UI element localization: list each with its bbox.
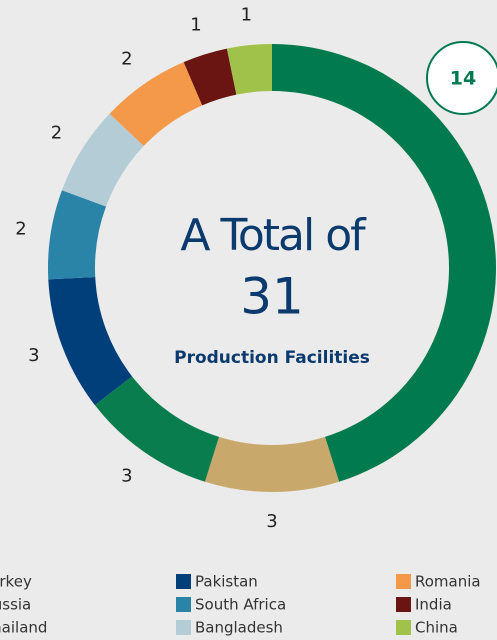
donut-segment bbox=[226, 44, 272, 95]
legend-label: India bbox=[415, 596, 452, 614]
value-label: 14 bbox=[450, 68, 476, 90]
value-label: 1 bbox=[190, 15, 201, 36]
donut-segment bbox=[94, 376, 220, 482]
center-heading: A Total of bbox=[180, 210, 367, 261]
value-label: 3 bbox=[28, 345, 39, 366]
donut-segment bbox=[204, 436, 340, 492]
center-caption: Production Facilities bbox=[174, 348, 370, 368]
legend-label: Pakistan bbox=[195, 573, 258, 591]
value-badge bbox=[426, 41, 497, 115]
value-label: 2 bbox=[51, 123, 62, 144]
value-label: 3 bbox=[266, 511, 277, 532]
value-label: 1 bbox=[241, 4, 252, 25]
donut-segment bbox=[47, 190, 107, 280]
legend-swatch bbox=[176, 574, 191, 589]
legend-swatch bbox=[396, 574, 411, 589]
value-label: 2 bbox=[15, 219, 26, 240]
legend-swatch bbox=[396, 597, 411, 612]
legend-swatch bbox=[176, 620, 191, 635]
donut-segment bbox=[48, 276, 133, 406]
donut-segment bbox=[61, 113, 144, 207]
value-label: 3 bbox=[121, 465, 132, 486]
donut-segment bbox=[109, 62, 203, 147]
legend-swatch bbox=[396, 620, 411, 635]
legend-label: Russia bbox=[0, 596, 31, 614]
donut-segment bbox=[272, 43, 497, 482]
legend-label: Bangladesh bbox=[195, 619, 283, 637]
legend-label: Romania bbox=[415, 573, 481, 591]
donut-segment bbox=[183, 48, 237, 106]
legend-label: Turkey bbox=[0, 573, 32, 591]
legend-label: South Africa bbox=[195, 596, 286, 614]
legend-swatch bbox=[176, 597, 191, 612]
legend-label: Thailand bbox=[0, 619, 47, 637]
value-label: 2 bbox=[121, 49, 132, 70]
legend-label: China bbox=[415, 619, 458, 637]
center-total: 31 bbox=[240, 268, 304, 326]
